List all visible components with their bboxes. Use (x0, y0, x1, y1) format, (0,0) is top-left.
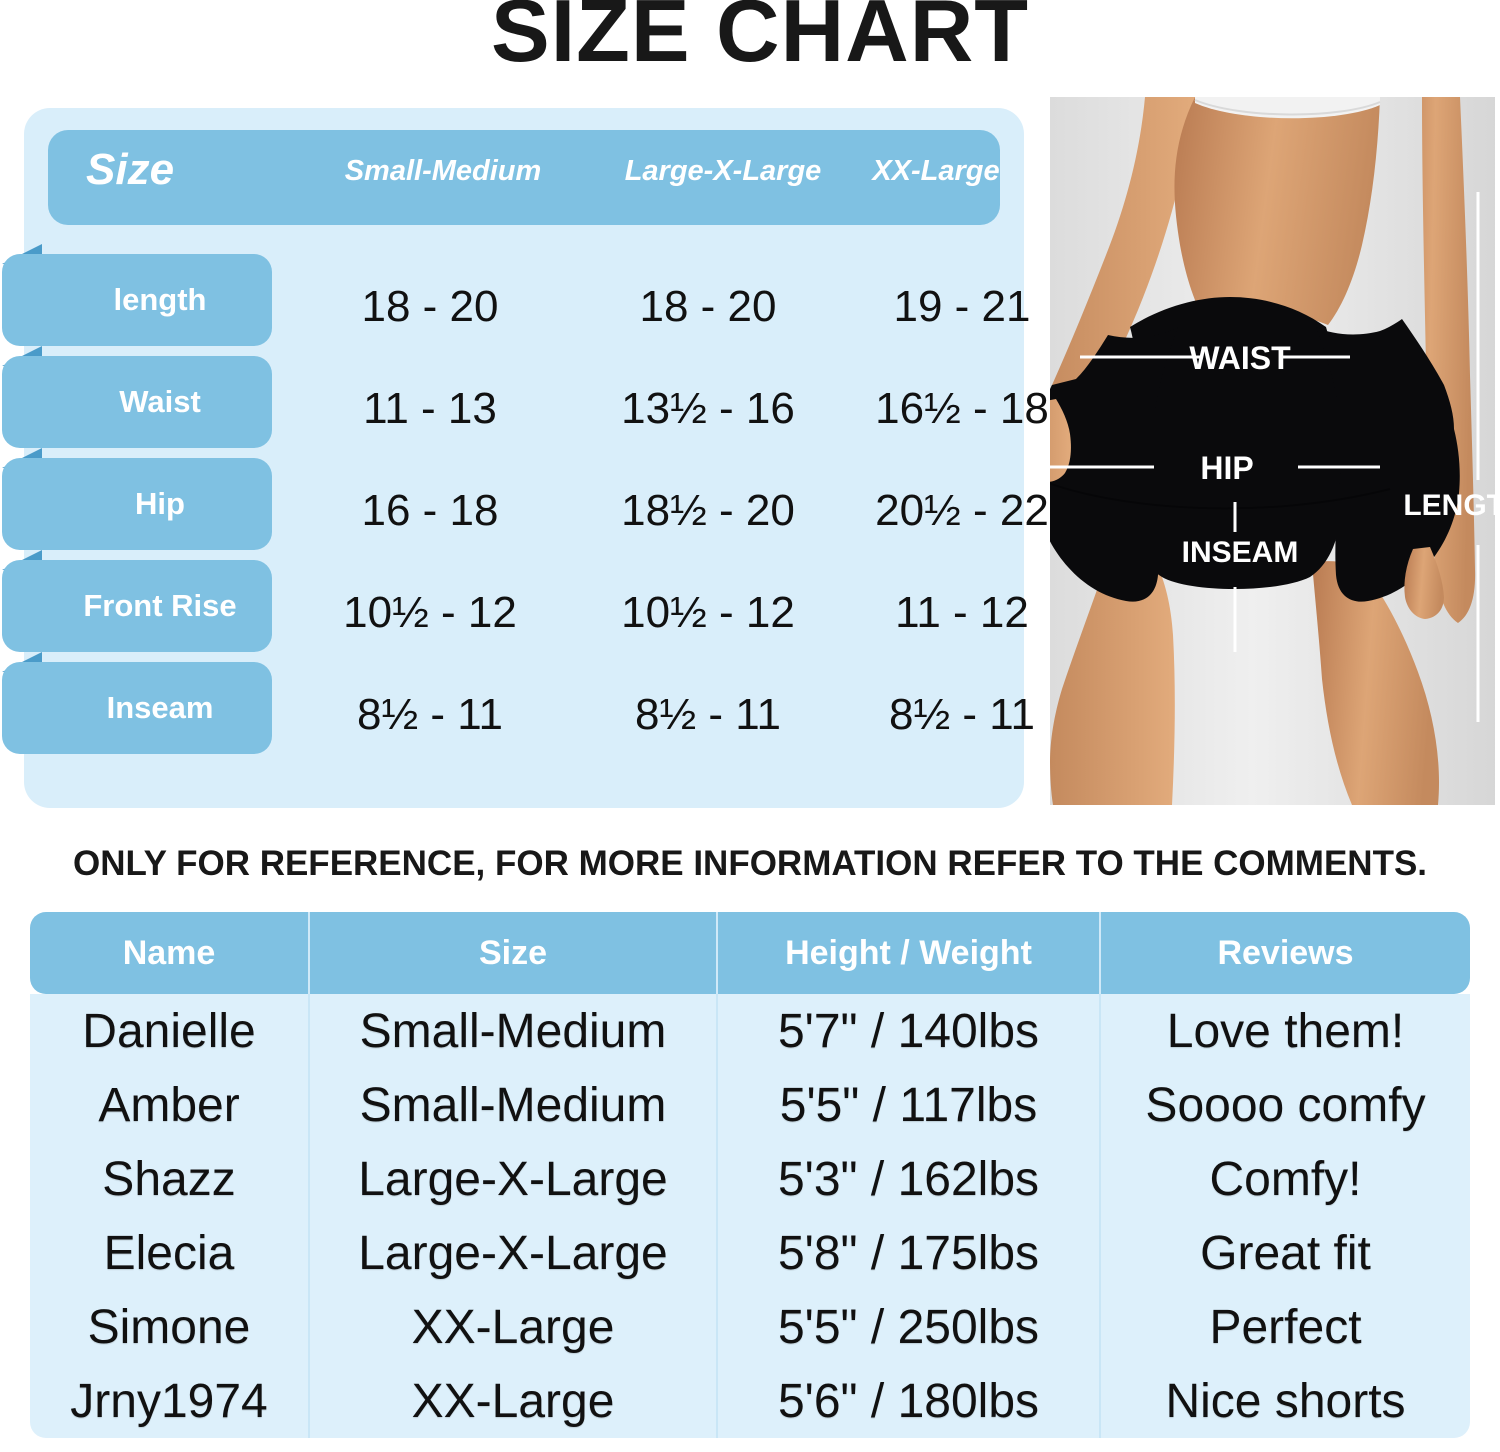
svg-text:INSEAM: INSEAM (1182, 536, 1299, 569)
svg-text:HIP: HIP (1200, 450, 1253, 486)
svg-text:LENGTH: LENGTH (1403, 489, 1495, 522)
svg-text:WAIST: WAIST (1189, 340, 1291, 376)
